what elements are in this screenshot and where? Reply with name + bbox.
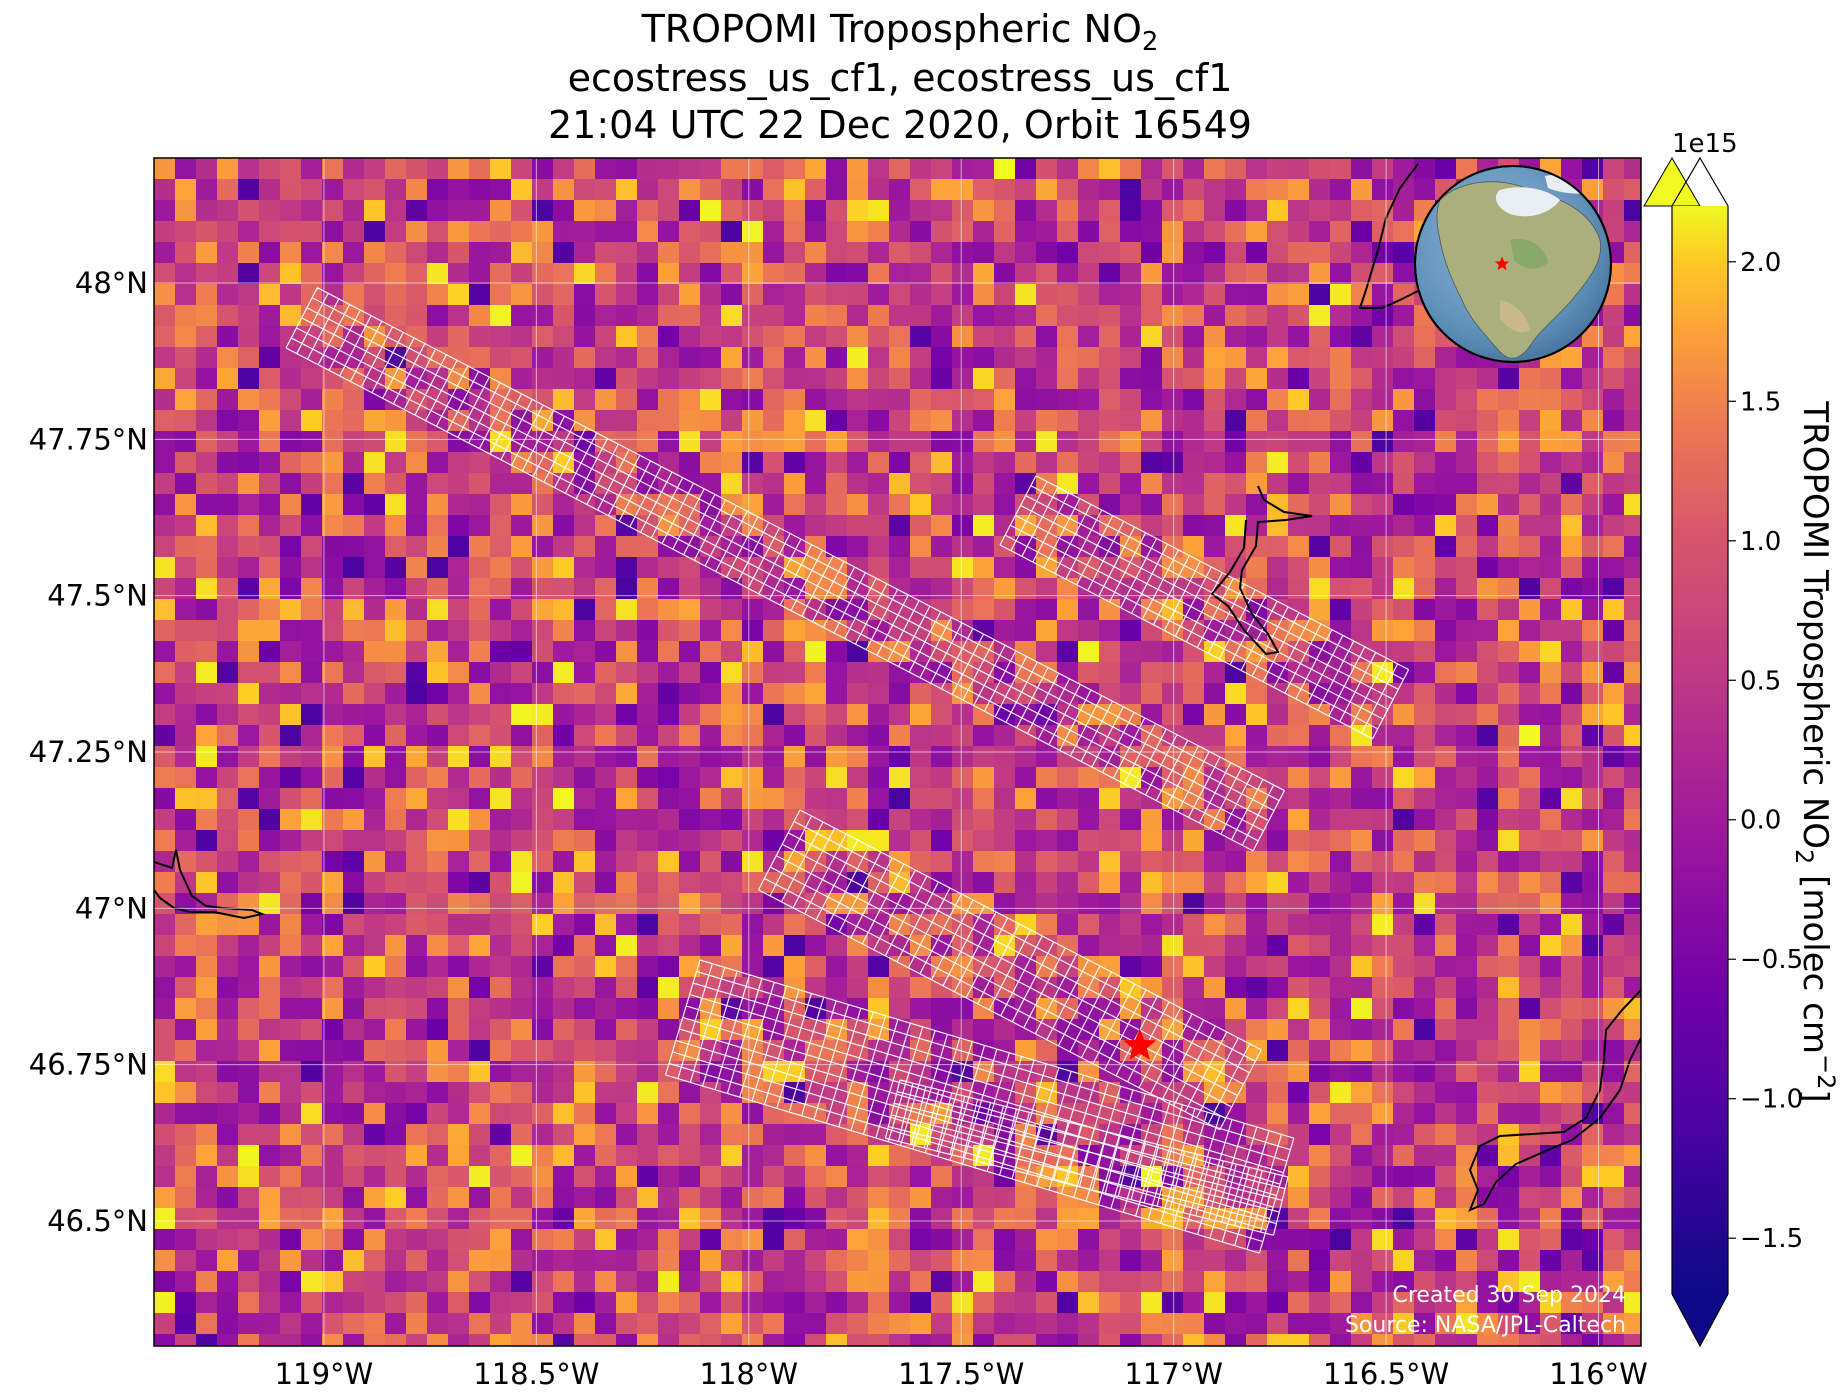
map-frame — [153, 157, 1642, 1347]
coastline-northeast — [1358, 163, 1421, 309]
x-tick-label: 116°W — [1549, 1357, 1648, 1391]
colorbar-tick-label: −1.5 — [1740, 1224, 1803, 1254]
colorbar-tick-label: 0.0 — [1740, 806, 1781, 836]
x-tick-label: 119°W — [275, 1357, 374, 1391]
y-tick-label: 46.5°N — [47, 1204, 148, 1238]
y-tick-label: 47°N — [75, 891, 148, 925]
map-panel: Created 30 Sep 2024 Source: NASA/JPL-Cal… — [153, 157, 1642, 1347]
no2-pixel-layer — [154, 158, 1641, 1346]
y-tick-label: 47.75°N — [29, 422, 148, 456]
coastline-lake — [1210, 485, 1313, 656]
colorbar-tick-label: −1.0 — [1740, 1085, 1803, 1115]
colorbar-gradient — [1672, 206, 1728, 1294]
colorbar-multiplier: 1e15 — [1672, 129, 1738, 159]
colorbar-ticks: 2.0 1.5 1.0 0.5 0.0 −0.5 −1.0 −1.5 — [1728, 248, 1803, 1254]
star-icon — [1123, 1028, 1157, 1060]
title-line-2: ecostress_us_cf1, ecostress_us_cf1 — [568, 56, 1233, 100]
title-line-3: 21:04 UTC 22 Dec 2020, Orbit 16549 — [548, 103, 1252, 147]
x-tick-label: 116.5°W — [1323, 1357, 1449, 1391]
x-tick-label: 117°W — [1124, 1357, 1223, 1391]
colorbar-tick-label: 1.0 — [1740, 527, 1781, 557]
x-tick-label: 118°W — [700, 1357, 799, 1391]
colorbar-tick-label: 0.5 — [1740, 666, 1781, 696]
x-tick-label: 118.5°W — [473, 1357, 599, 1391]
colorbar-label: TROPOMI Tropospheric NO2 [molec cm−2] — [1790, 400, 1840, 1102]
y-axis-ticks: 48°N 47.75°N 47.5°N 47.25°N 47°N 46.75°N 46.5°… — [29, 266, 148, 1238]
y-tick-label: 47.25°N — [29, 735, 148, 769]
y-tick-label: 46.75°N — [29, 1048, 148, 1082]
created-credit: Created 30 Sep 2024 — [1393, 1283, 1627, 1308]
title-line-1: TROPOMI Tropospheric NO2 — [641, 7, 1159, 57]
colorbar-extend-min — [1672, 1294, 1728, 1346]
y-tick-label: 48°N — [75, 266, 148, 300]
y-tick-label: 47.5°N — [47, 579, 148, 613]
colorbar: 2.0 1.5 1.0 0.5 0.0 −0.5 −1.0 −1.5 1e15 TROPOMI… — [1643, 129, 1840, 1348]
coastline-southeast — [1468, 989, 1641, 1212]
colorbar-extend-max — [1643, 157, 1701, 207]
globe-icon — [1414, 165, 1612, 363]
coastlines — [154, 163, 1641, 1212]
ecostress-footprints — [285, 287, 1410, 1254]
colorbar-outline — [1671, 156, 1729, 1348]
source-credit: Source: NASA/JPL-Caltech — [1345, 1313, 1626, 1338]
colorbar-tick-label: 2.0 — [1740, 248, 1781, 278]
x-tick-label: 117.5°W — [898, 1357, 1024, 1391]
colorbar-tick-label: 1.5 — [1740, 387, 1781, 417]
gridlines — [154, 158, 1641, 1346]
globe-site-marker — [1494, 256, 1510, 271]
figure-title: TROPOMI Tropospheric NO2 ecostress_us_cf… — [548, 7, 1252, 147]
x-axis-ticks: 119°W 118.5°W 118°W 117.5°W 117°W 116.5°W 116°… — [275, 1357, 1648, 1391]
colorbar-tick-label: −0.5 — [1740, 945, 1803, 975]
coastline-west — [154, 849, 266, 920]
